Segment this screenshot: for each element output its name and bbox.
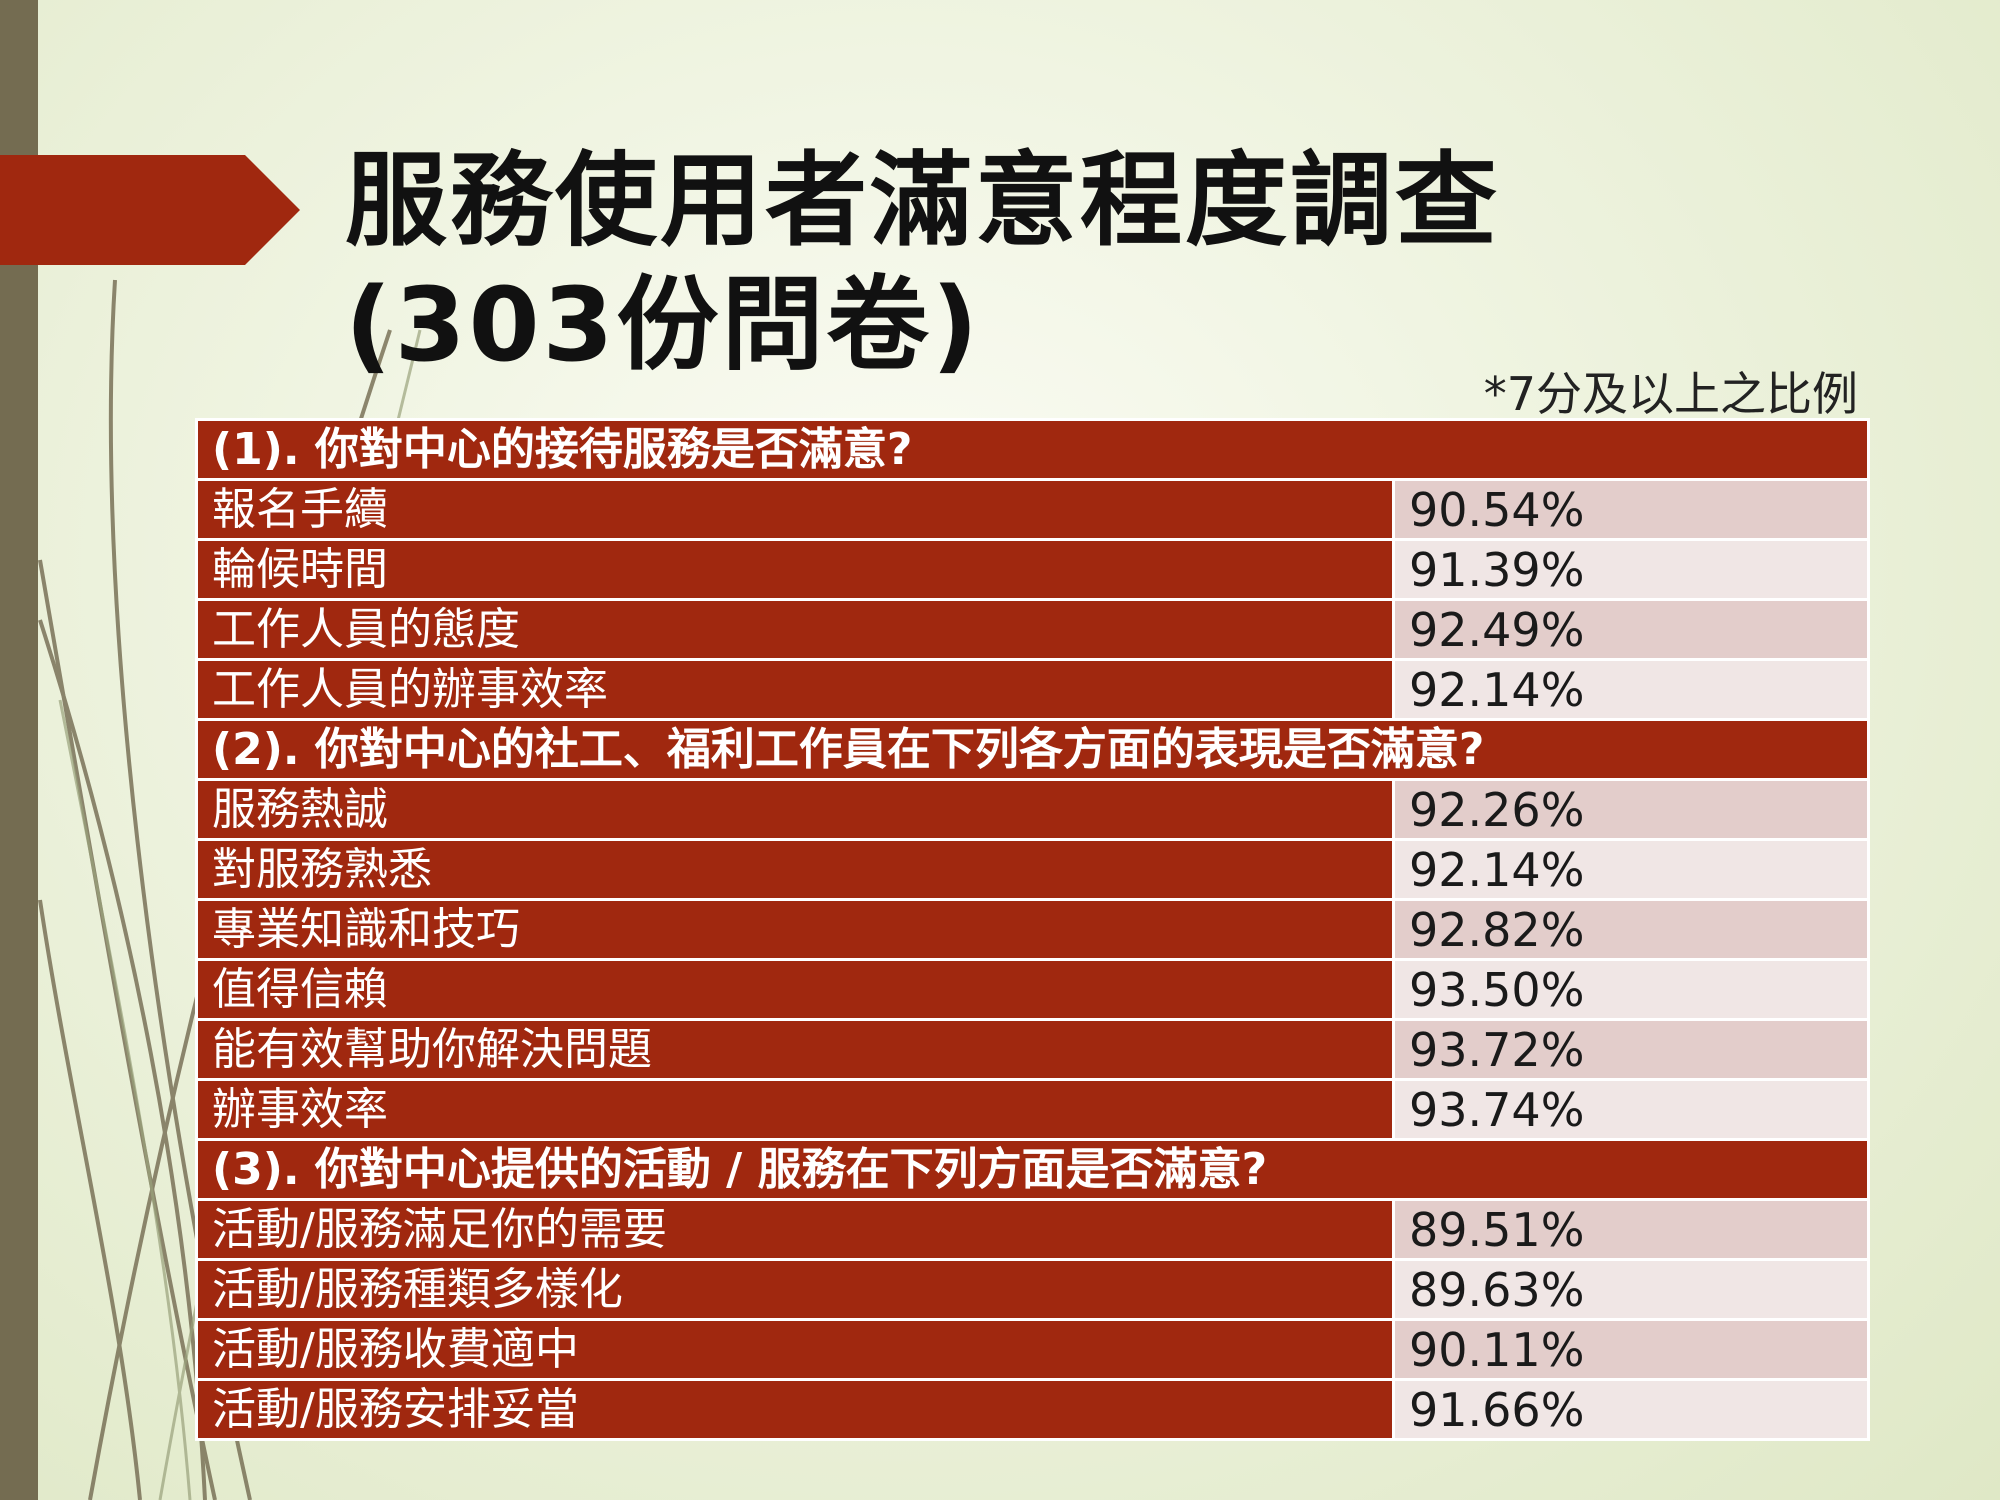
section-heading: (2). 你對中心的社工、福利工作員在下列各方面的表現是否滿意? bbox=[194, 718, 1871, 781]
table-row: 服務熱誠 92.26% bbox=[195, 778, 1871, 841]
title-arrow-shape bbox=[0, 155, 300, 265]
section-heading-row: (1). 你對中心的接待服務是否滿意? bbox=[194, 418, 1871, 481]
table-row: 輪候時間 91.39% bbox=[195, 538, 1871, 601]
row-value: 89.51% bbox=[1391, 1198, 1871, 1261]
left-decor-bar bbox=[0, 0, 38, 1500]
table-row: 值得信賴 93.50% bbox=[195, 958, 1871, 1021]
table-row: 辦事效率 93.74% bbox=[195, 1078, 1871, 1141]
row-value: 90.54% bbox=[1391, 478, 1871, 541]
satisfaction-table: (1). 你對中心的接待服務是否滿意? 報名手續 90.54% 輪候時間 91.… bbox=[194, 418, 1871, 1441]
row-label: 活動/服務收費適中 bbox=[195, 1318, 1395, 1381]
row-label: 值得信賴 bbox=[195, 958, 1395, 1021]
section-heading-row: (2). 你對中心的社工、福利工作員在下列各方面的表現是否滿意? bbox=[194, 718, 1871, 781]
percentage-note: *7分及以上之比例 bbox=[1483, 367, 1858, 421]
row-label: 活動/服務種類多樣化 bbox=[195, 1258, 1395, 1321]
row-label: 報名手續 bbox=[195, 478, 1395, 541]
table-row: 活動/服務種類多樣化 89.63% bbox=[195, 1258, 1871, 1321]
row-label: 活動/服務滿足你的需要 bbox=[195, 1198, 1395, 1261]
row-value: 91.39% bbox=[1391, 538, 1871, 601]
section-heading: (1). 你對中心的接待服務是否滿意? bbox=[194, 418, 1871, 481]
table-row: 工作人員的辦事效率 92.14% bbox=[195, 658, 1871, 721]
row-value: 90.11% bbox=[1391, 1318, 1871, 1381]
table-row: 活動/服務收費適中 90.11% bbox=[195, 1318, 1871, 1381]
row-value: 93.72% bbox=[1391, 1018, 1871, 1081]
row-value: 93.50% bbox=[1391, 958, 1871, 1021]
row-label: 能有效幫助你解決問題 bbox=[195, 1018, 1395, 1081]
row-value: 92.82% bbox=[1391, 898, 1871, 961]
page-title: 服務使用者滿意程度調查 (303份問卷) bbox=[345, 140, 1500, 388]
table-row: 工作人員的態度 92.49% bbox=[195, 598, 1871, 661]
row-label: 對服務熟悉 bbox=[195, 838, 1395, 901]
table-row: 對服務熟悉 92.14% bbox=[195, 838, 1871, 901]
row-value: 92.26% bbox=[1391, 778, 1871, 841]
row-label: 工作人員的辦事效率 bbox=[195, 658, 1395, 721]
table-row: 報名手續 90.54% bbox=[195, 478, 1871, 541]
title-line-1: 服務使用者滿意程度調查 bbox=[345, 142, 1500, 261]
section-heading-row: (3). 你對中心提供的活動 / 服務在下列方面是否滿意? bbox=[194, 1138, 1871, 1201]
row-value: 92.49% bbox=[1391, 598, 1871, 661]
row-label: 辦事效率 bbox=[195, 1078, 1395, 1141]
table-row: 活動/服務安排妥當 91.66% bbox=[195, 1378, 1871, 1441]
row-value: 89.63% bbox=[1391, 1258, 1871, 1321]
row-value: 93.74% bbox=[1391, 1078, 1871, 1141]
row-label: 工作人員的態度 bbox=[195, 598, 1395, 661]
row-label: 專業知識和技巧 bbox=[195, 898, 1395, 961]
row-label: 服務熱誠 bbox=[195, 778, 1395, 841]
section-heading: (3). 你對中心提供的活動 / 服務在下列方面是否滿意? bbox=[194, 1138, 1871, 1201]
table-row: 專業知識和技巧 92.82% bbox=[195, 898, 1871, 961]
row-value: 91.66% bbox=[1391, 1378, 1871, 1441]
row-label: 活動/服務安排妥當 bbox=[195, 1378, 1395, 1441]
table-row: 活動/服務滿足你的需要 89.51% bbox=[195, 1198, 1871, 1261]
title-line-2: (303份問卷) bbox=[345, 266, 982, 385]
table-row: 能有效幫助你解決問題 93.72% bbox=[195, 1018, 1871, 1081]
row-value: 92.14% bbox=[1391, 658, 1871, 721]
row-value: 92.14% bbox=[1391, 838, 1871, 901]
row-label: 輪候時間 bbox=[195, 538, 1395, 601]
